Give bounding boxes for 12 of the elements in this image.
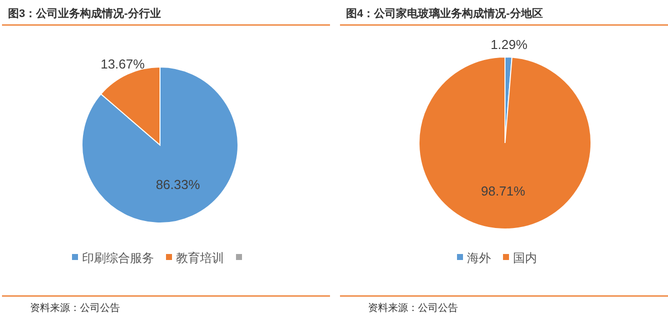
legend-label: 印刷综合服务 xyxy=(82,251,154,265)
legend-label: 海外 xyxy=(467,251,491,265)
data-label: 86.33% xyxy=(156,177,200,192)
chart-title: 图4：公司家电玻璃业务构成情况-分地区 xyxy=(346,7,543,20)
data-label: 13.67% xyxy=(100,56,146,72)
legend-label: 教育培训 xyxy=(176,251,224,265)
data-label: 1.29% xyxy=(490,37,528,52)
text: 资料来源：公司公告 xyxy=(368,302,458,314)
legend-label: 国内 xyxy=(513,251,537,265)
text: 资料来源：公司公告 xyxy=(30,302,120,314)
data-label: 98.71% xyxy=(481,183,526,198)
chart-title: 图3：公司业务构成情况-分行业 xyxy=(8,7,161,20)
